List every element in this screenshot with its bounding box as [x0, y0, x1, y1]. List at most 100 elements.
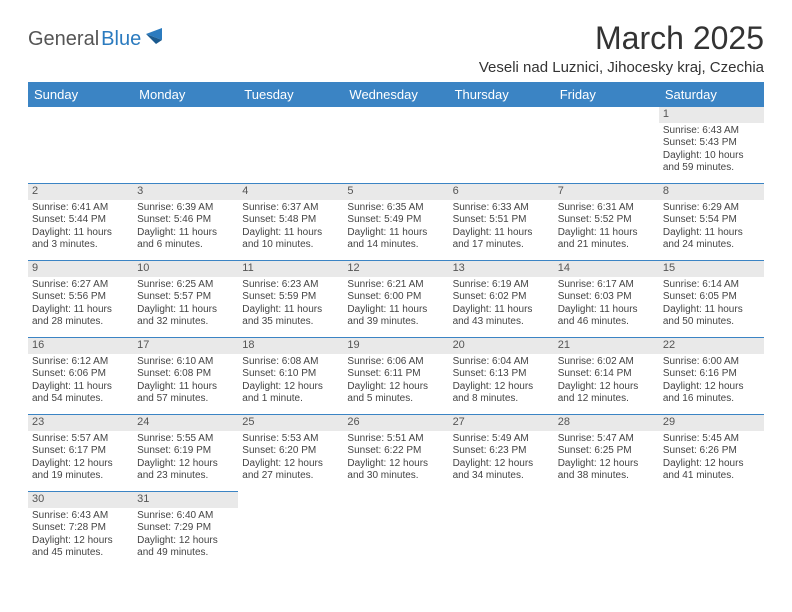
daylight-text: Daylight: 12 hours and 30 minutes.: [347, 458, 444, 483]
sunrise-text: Sunrise: 5:51 AM: [347, 433, 444, 446]
calendar-cell-empty: [449, 492, 554, 569]
daylight-text: Daylight: 12 hours and 16 minutes.: [663, 381, 760, 406]
calendar-cell-empty: [28, 107, 133, 184]
calendar-cell: 3Sunrise: 6:39 AMSunset: 5:46 PMDaylight…: [133, 184, 238, 261]
sunrise-text: Sunrise: 6:41 AM: [32, 202, 129, 215]
day-header: Friday: [554, 82, 659, 107]
calendar-cell-empty: [554, 107, 659, 184]
sunrise-text: Sunrise: 5:55 AM: [137, 433, 234, 446]
calendar-cell: 28Sunrise: 5:47 AMSunset: 6:25 PMDayligh…: [554, 415, 659, 492]
daylight-text: Daylight: 11 hours and 35 minutes.: [242, 304, 339, 329]
day-number: 20: [449, 338, 554, 354]
sunrise-text: Sunrise: 6:27 AM: [32, 279, 129, 292]
daylight-text: Daylight: 12 hours and 5 minutes.: [347, 381, 444, 406]
sunset-text: Sunset: 6:19 PM: [137, 445, 234, 458]
sunrise-text: Sunrise: 6:19 AM: [453, 279, 550, 292]
sunset-text: Sunset: 5:46 PM: [137, 214, 234, 227]
sunrise-text: Sunrise: 6:02 AM: [558, 356, 655, 369]
sunrise-text: Sunrise: 5:45 AM: [663, 433, 760, 446]
daylight-text: Daylight: 11 hours and 46 minutes.: [558, 304, 655, 329]
calendar-cell-empty: [238, 107, 343, 184]
sunset-text: Sunset: 6:26 PM: [663, 445, 760, 458]
calendar-row: 30Sunrise: 6:43 AMSunset: 7:28 PMDayligh…: [28, 492, 764, 569]
sunset-text: Sunset: 5:43 PM: [663, 137, 760, 150]
sunset-text: Sunset: 6:13 PM: [453, 368, 550, 381]
day-number: 7: [554, 184, 659, 200]
day-header: Sunday: [28, 82, 133, 107]
sunset-text: Sunset: 5:54 PM: [663, 214, 760, 227]
sunrise-text: Sunrise: 6:43 AM: [32, 510, 129, 523]
day-number: 21: [554, 338, 659, 354]
calendar-cell: 10Sunrise: 6:25 AMSunset: 5:57 PMDayligh…: [133, 261, 238, 338]
day-number: 22: [659, 338, 764, 354]
sunset-text: Sunset: 6:16 PM: [663, 368, 760, 381]
day-number: 27: [449, 415, 554, 431]
calendar-cell: 14Sunrise: 6:17 AMSunset: 6:03 PMDayligh…: [554, 261, 659, 338]
daylight-text: Daylight: 12 hours and 27 minutes.: [242, 458, 339, 483]
day-number: 26: [343, 415, 448, 431]
day-number: 23: [28, 415, 133, 431]
daylight-text: Daylight: 12 hours and 45 minutes.: [32, 535, 129, 560]
day-number: 19: [343, 338, 448, 354]
day-number: 4: [238, 184, 343, 200]
brand-general: General: [28, 28, 99, 51]
flag-icon: [146, 28, 172, 51]
daylight-text: Daylight: 12 hours and 1 minute.: [242, 381, 339, 406]
day-number: 14: [554, 261, 659, 277]
calendar-cell: 31Sunrise: 6:40 AMSunset: 7:29 PMDayligh…: [133, 492, 238, 569]
day-header: Saturday: [659, 82, 764, 107]
day-header: Thursday: [449, 82, 554, 107]
calendar-cell: 29Sunrise: 5:45 AMSunset: 6:26 PMDayligh…: [659, 415, 764, 492]
calendar-cell: 22 Sunrise: 6:00 AMSunset: 6:16 PMDayligh…: [659, 338, 764, 415]
calendar-cell: 27Sunrise: 5:49 AMSunset: 6:23 PMDayligh…: [449, 415, 554, 492]
daylight-text: Daylight: 11 hours and 17 minutes.: [453, 227, 550, 252]
calendar-cell: 26Sunrise: 5:51 AMSunset: 6:22 PMDayligh…: [343, 415, 448, 492]
daylight-text: Daylight: 11 hours and 24 minutes.: [663, 227, 760, 252]
calendar-cell: 7Sunrise: 6:31 AMSunset: 5:52 PMDaylight…: [554, 184, 659, 261]
day-number: 2: [28, 184, 133, 200]
calendar-cell: 19Sunrise: 6:06 AMSunset: 6:11 PMDayligh…: [343, 338, 448, 415]
day-number: 18: [238, 338, 343, 354]
daylight-text: Daylight: 11 hours and 21 minutes.: [558, 227, 655, 252]
calendar-cell: 30Sunrise: 6:43 AMSunset: 7:28 PMDayligh…: [28, 492, 133, 569]
calendar-cell: 23Sunrise: 5:57 AMSunset: 6:17 PMDayligh…: [28, 415, 133, 492]
calendar-cell: 5Sunrise: 6:35 AMSunset: 5:49 PMDaylight…: [343, 184, 448, 261]
calendar-cell: 16Sunrise: 6:12 AMSunset: 6:06 PMDayligh…: [28, 338, 133, 415]
calendar-cell-empty: [659, 492, 764, 569]
sunrise-text: Sunrise: 6:06 AM: [347, 356, 444, 369]
sunrise-text: Sunrise: 6:00 AM: [663, 356, 760, 369]
day-number: 30: [28, 492, 133, 508]
day-number: 29: [659, 415, 764, 431]
day-number: 13: [449, 261, 554, 277]
sunrise-text: Sunrise: 6:12 AM: [32, 356, 129, 369]
brand-logo: General Blue: [28, 28, 172, 51]
day-number: 9: [28, 261, 133, 277]
calendar-cell-empty: [554, 492, 659, 569]
calendar-cell: 18Sunrise: 6:08 AMSunset: 6:10 PMDayligh…: [238, 338, 343, 415]
day-header: Monday: [133, 82, 238, 107]
sunrise-text: Sunrise: 6:14 AM: [663, 279, 760, 292]
sunset-text: Sunset: 6:06 PM: [32, 368, 129, 381]
sunset-text: Sunset: 6:00 PM: [347, 291, 444, 304]
daylight-text: Daylight: 11 hours and 57 minutes.: [137, 381, 234, 406]
location-text: Veseli nad Luznici, Jihocesky kraj, Czec…: [479, 59, 764, 76]
calendar-row: 1Sunrise: 6:43 AMSunset: 5:43 PMDaylight…: [28, 107, 764, 184]
sunrise-text: Sunrise: 6:08 AM: [242, 356, 339, 369]
daylight-text: Daylight: 11 hours and 50 minutes.: [663, 304, 760, 329]
day-number: 6: [449, 184, 554, 200]
daylight-text: Daylight: 11 hours and 32 minutes.: [137, 304, 234, 329]
sunrise-text: Sunrise: 6:17 AM: [558, 279, 655, 292]
calendar-cell: 6Sunrise: 6:33 AMSunset: 5:51 PMDaylight…: [449, 184, 554, 261]
calendar-cell-empty: [343, 492, 448, 569]
sunset-text: Sunset: 5:59 PM: [242, 291, 339, 304]
day-number: 8: [659, 184, 764, 200]
sunset-text: Sunset: 7:29 PM: [137, 522, 234, 535]
sunrise-text: Sunrise: 6:35 AM: [347, 202, 444, 215]
sunrise-text: Sunrise: 6:04 AM: [453, 356, 550, 369]
day-number: 11: [238, 261, 343, 277]
day-number: 3: [133, 184, 238, 200]
day-number: 31: [133, 492, 238, 508]
calendar-cell: 9Sunrise: 6:27 AMSunset: 5:56 PMDaylight…: [28, 261, 133, 338]
day-number: 16: [28, 338, 133, 354]
daylight-text: Daylight: 12 hours and 38 minutes.: [558, 458, 655, 483]
